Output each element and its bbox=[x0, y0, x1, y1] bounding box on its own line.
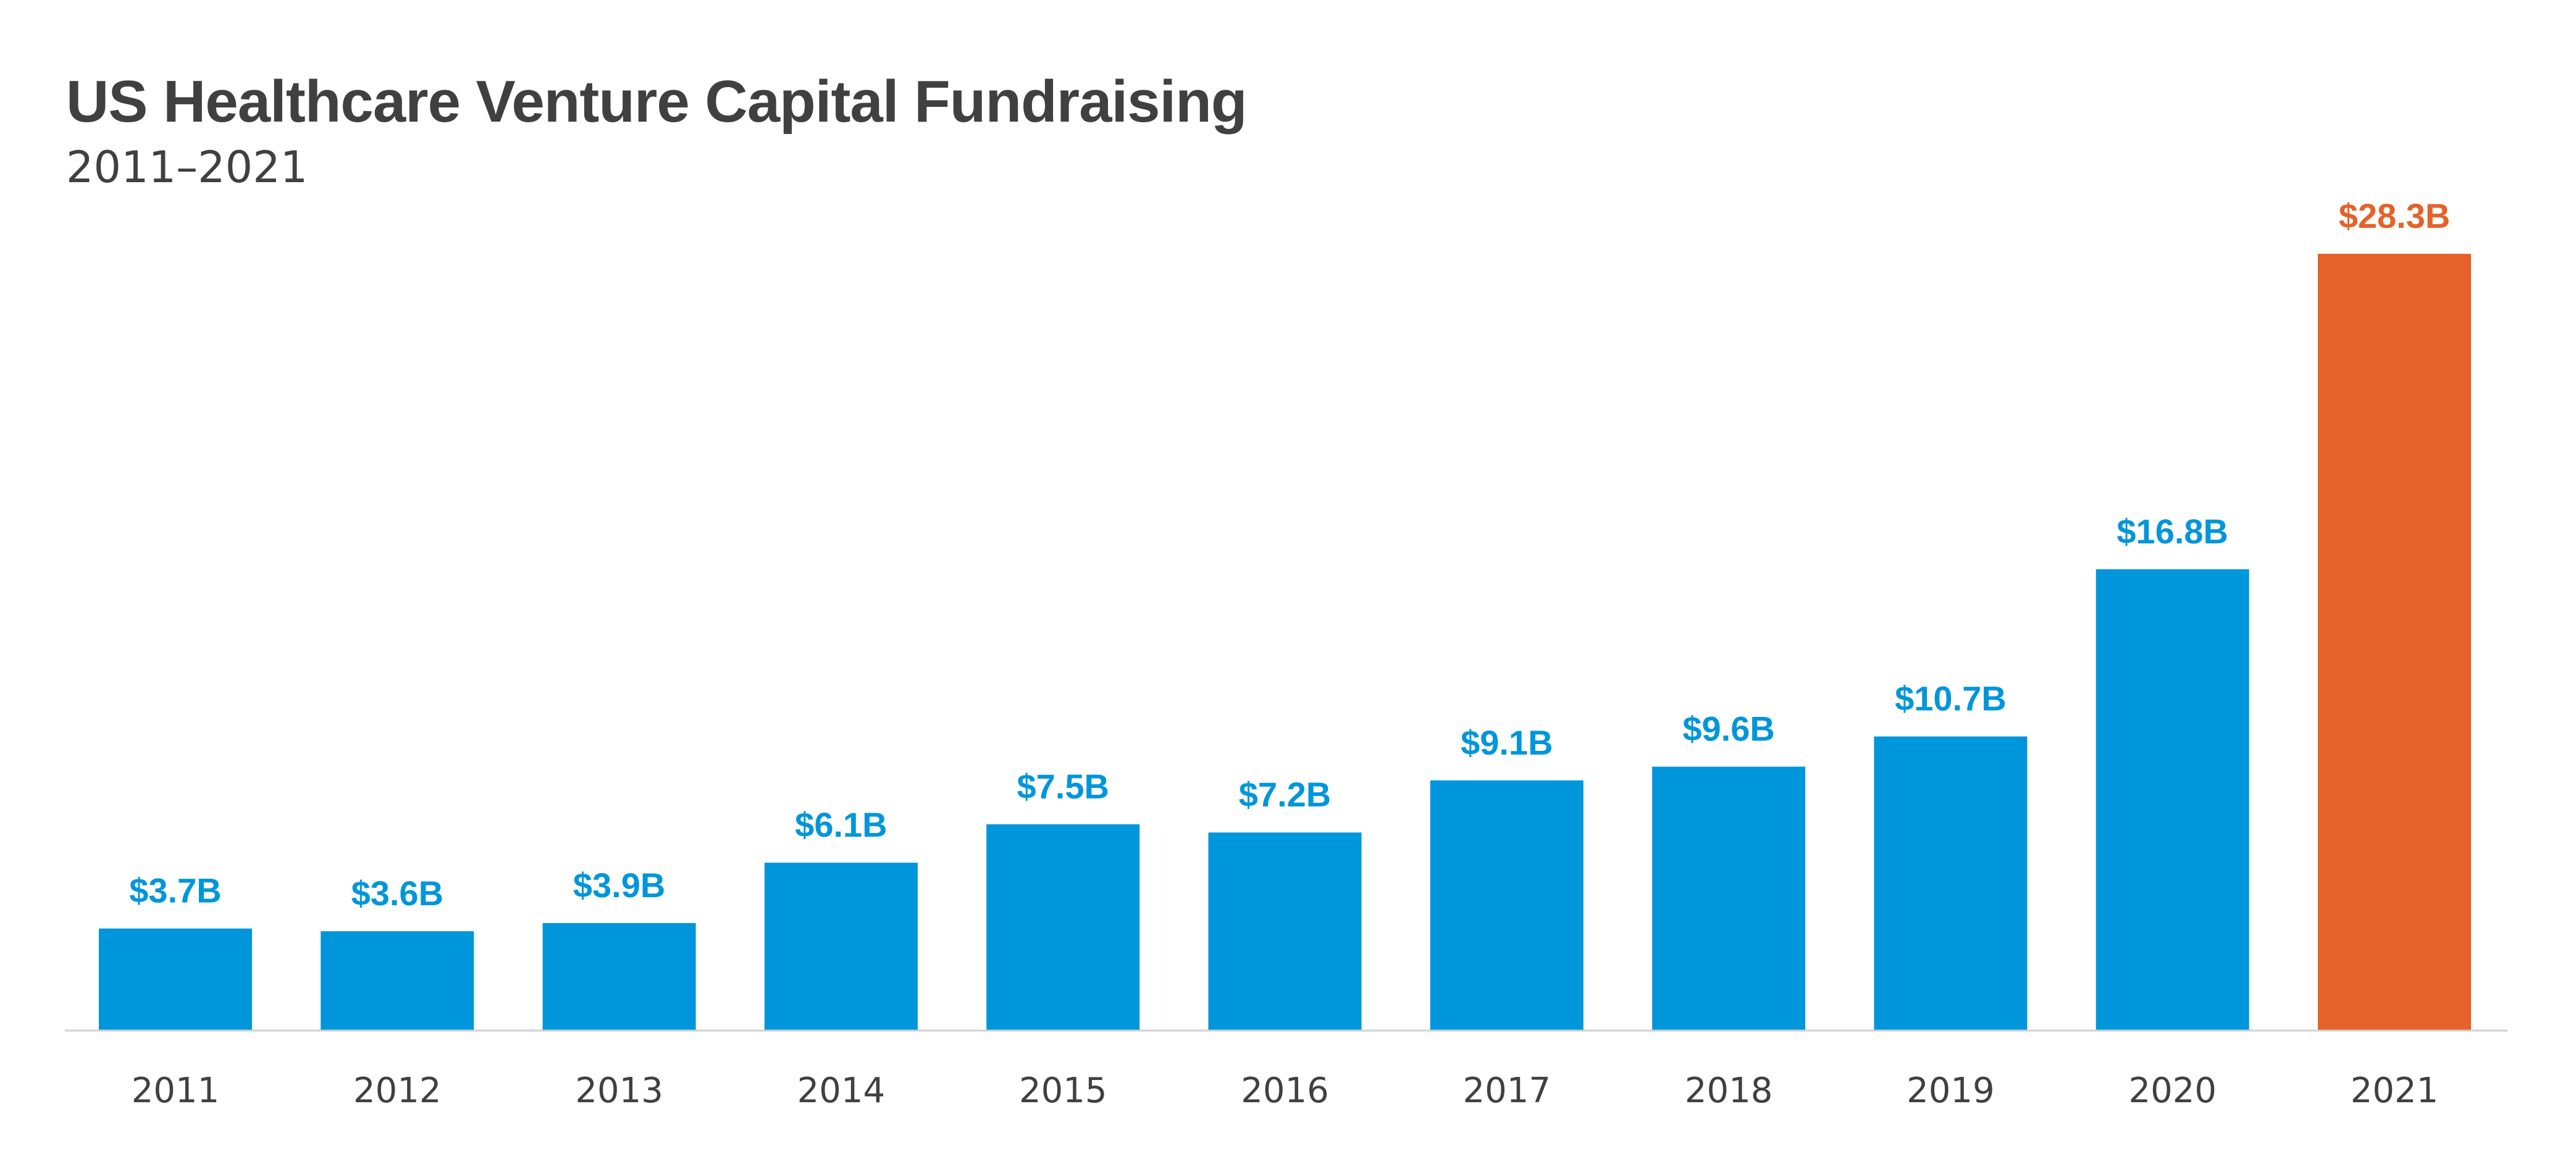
x-tick-label-2015: 2015 bbox=[1019, 1071, 1107, 1111]
bars-layer bbox=[99, 254, 2471, 1030]
data-label-2016: $7.2B bbox=[1239, 775, 1331, 814]
bar-2015 bbox=[986, 824, 1140, 1030]
x-tick-labels-layer: 2011 2012 2013 2014 2015 2016 2017 2018 2019 2020… bbox=[132, 1071, 2439, 1111]
data-label-2019: $10.7B bbox=[1895, 679, 2007, 718]
bar-2013 bbox=[542, 923, 696, 1030]
bar-2021 bbox=[2318, 254, 2471, 1030]
data-label-2018: $9.6B bbox=[1682, 709, 1774, 748]
x-tick-label-2014: 2014 bbox=[797, 1071, 886, 1111]
bar-2011 bbox=[99, 928, 252, 1030]
chart-title: US Healthcare Venture Capital Fundraisin… bbox=[66, 69, 1247, 135]
x-tick-label-2019: 2019 bbox=[1907, 1071, 1995, 1111]
bar-2018 bbox=[1652, 766, 1806, 1030]
data-labels-layer: $3.7B $3.6B $3.9B $6.1B $7.5B $7.2B $9.1B $9.6B… bbox=[129, 196, 2450, 913]
data-label-2011: $3.7B bbox=[129, 871, 221, 910]
bar-2020 bbox=[2096, 569, 2249, 1030]
x-tick-label-2018: 2018 bbox=[1685, 1071, 1773, 1111]
data-label-2015: $7.5B bbox=[1017, 767, 1109, 806]
x-tick-label-2021: 2021 bbox=[2351, 1071, 2439, 1111]
bar-2016 bbox=[1208, 832, 1362, 1030]
x-tick-label-2013: 2013 bbox=[575, 1071, 663, 1111]
data-label-2013: $3.9B bbox=[573, 866, 665, 905]
chart-subtitle: 2011–2021 bbox=[66, 142, 308, 193]
bar-2012 bbox=[321, 931, 474, 1030]
data-label-2012: $3.6B bbox=[351, 874, 443, 913]
x-tick-label-2020: 2020 bbox=[2128, 1071, 2217, 1111]
data-label-2020: $16.8B bbox=[2117, 512, 2228, 551]
data-label-2014: $6.1B bbox=[795, 805, 887, 844]
x-tick-label-2017: 2017 bbox=[1463, 1071, 1551, 1111]
bar-2014 bbox=[764, 863, 918, 1030]
data-label-2021: $28.3B bbox=[2339, 196, 2451, 235]
x-tick-label-2012: 2012 bbox=[353, 1071, 442, 1111]
bar-2019 bbox=[1874, 736, 2028, 1030]
data-label-2017: $9.1B bbox=[1461, 723, 1553, 762]
x-tick-label-2016: 2016 bbox=[1241, 1071, 1329, 1111]
bar-2017 bbox=[1430, 780, 1584, 1030]
x-tick-label-2011: 2011 bbox=[132, 1071, 220, 1111]
